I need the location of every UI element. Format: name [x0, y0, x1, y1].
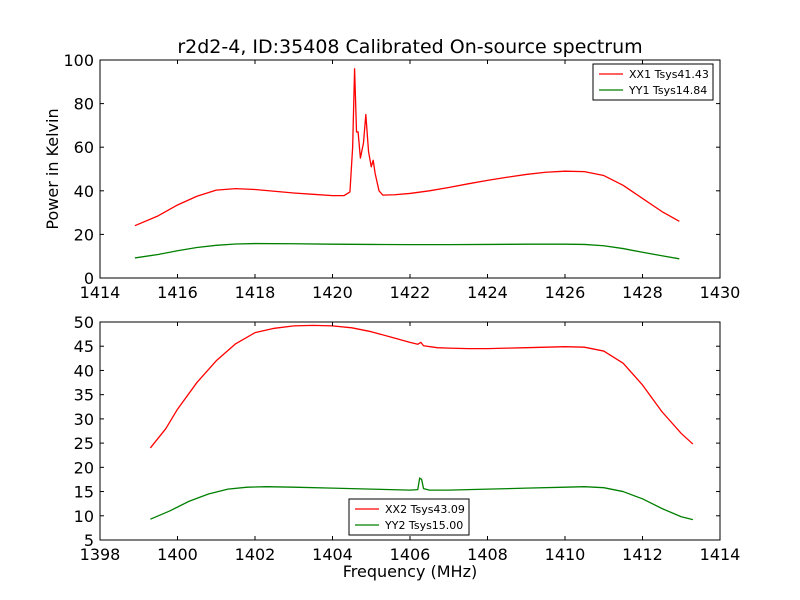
legend-box [592, 63, 714, 101]
y-axis-label-top: Power in Kelvin [43, 108, 62, 229]
bottom-panel: 1398 1400 1402 1404 1406 1408 1410 1412 1414 5 10 1… [74, 313, 741, 564]
x-tick-label: 1406 [390, 545, 431, 564]
legend-label-1: XX1 Tsys41.43 [629, 68, 709, 81]
legend-label-2: YY2 Tsys15.00 [384, 519, 463, 532]
series-line-1-1 [134, 68, 680, 227]
y-tick-label: 15 [74, 483, 94, 502]
x-tick-label: 1418 [235, 283, 276, 302]
x-tick-label: 1428 [622, 283, 663, 302]
x-tick-label: 1412 [622, 545, 663, 564]
x-tick-label: 1416 [157, 283, 198, 302]
y-tick-label: 5 [84, 531, 94, 550]
x-axis-label-bottom: Frequency (MHz) [343, 562, 477, 581]
series-line-2-2 [150, 477, 694, 521]
y-tick-label: 10 [74, 507, 94, 526]
y-tick-label: 35 [74, 386, 94, 405]
y-tick-label: 50 [74, 313, 94, 332]
y-tick-label: 40 [74, 182, 94, 201]
y-tick-label: 20 [74, 458, 94, 477]
legend-label-1: XX2 Tsys43.09 [385, 503, 465, 516]
x-tick-label: 1426 [545, 283, 586, 302]
y-tick-label: 80 [74, 95, 94, 114]
x-tick-label: 1402 [235, 545, 276, 564]
y-tick-label: 25 [74, 434, 94, 453]
y-tick-label: 40 [74, 361, 94, 380]
x-tick-label: 1404 [312, 545, 353, 564]
x-tick-label: 1422 [390, 283, 431, 302]
x-tick-label: 1410 [545, 545, 586, 564]
legend: XX2 Tsys43.09 YY2 Tsys15.00 [348, 498, 470, 536]
chart-title: r2d2-4, ID:35408 Calibrated On-source sp… [177, 36, 642, 58]
x-tick-label: 1424 [467, 283, 508, 302]
series-line-2-1 [149, 324, 694, 449]
legend-box [348, 498, 470, 536]
y-tick-label: 30 [74, 410, 94, 429]
y-tick-label: 45 [74, 337, 94, 356]
series-line-1-2 [134, 242, 680, 260]
x-tick-label: 1400 [157, 545, 198, 564]
y-tick-label: 100 [63, 51, 94, 70]
y-tick-label: 0 [84, 269, 94, 288]
x-tick-label: 1430 [700, 283, 741, 302]
y-tick-label: 20 [74, 225, 94, 244]
x-tick-label: 1398 [80, 545, 121, 564]
legend: XX1 Tsys41.43 YY1 Tsys14.84 [592, 63, 714, 101]
y-tick-label: 60 [74, 138, 94, 157]
legend-label-2: YY1 Tsys14.84 [628, 84, 707, 97]
x-tick-label: 1414 [80, 283, 121, 302]
x-tick-label: 1420 [312, 283, 353, 302]
top-panel: 1414 1416 1418 1420 1422 1424 1426 1428 1430 0 20 4… [63, 51, 740, 302]
x-tick-label: 1414 [700, 545, 741, 564]
x-tick-label: 1408 [467, 545, 508, 564]
